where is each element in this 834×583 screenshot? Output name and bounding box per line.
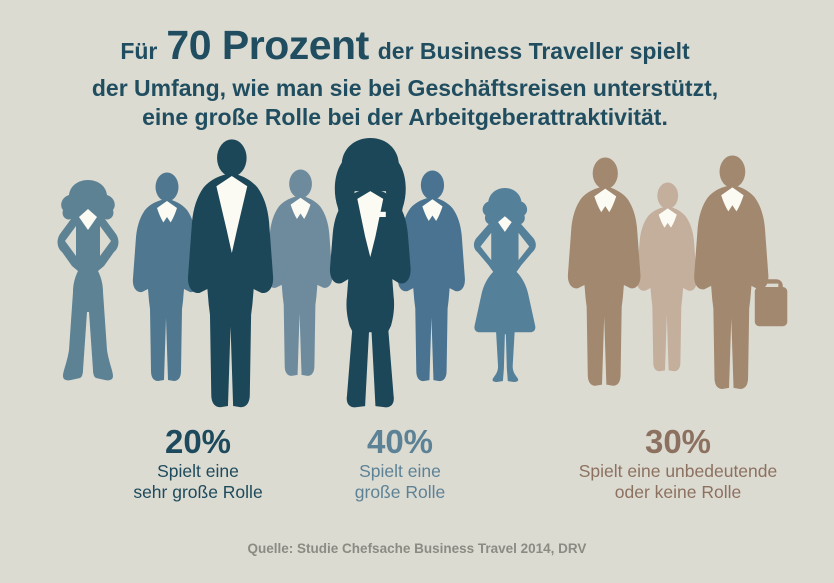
headline-suffix: der Business Traveller spielt [377, 38, 690, 64]
people-silhouettes-illustration [57, 138, 788, 408]
headline-highlight-70-prozent: 70 Prozent [166, 22, 369, 68]
stat-20-percent: 20% Spielt eine sehr große Rolle [108, 423, 288, 503]
headline-line3: eine große Rolle bei der Arbeitgeberattr… [142, 104, 668, 130]
source-line: Quelle: Studie Chefsache Business Travel… [247, 541, 587, 556]
stat-label-line2: sehr große Rolle [133, 482, 263, 502]
stat-label-line1: Spielt eine unbedeutende [578, 461, 778, 481]
stat-label-line2: oder keine Rolle [614, 482, 742, 502]
stat-value: 40% [366, 423, 434, 460]
headline: Für 70 Prozent der Business Traveller spie… [0, 22, 810, 132]
silhouette-businessman-brown-briefcase [694, 155, 788, 389]
silhouette-businesswoman-skirt [473, 188, 536, 383]
stat-40-percent: 40% Spielt eine große Rolle [310, 423, 490, 503]
silhouette-businesswoman-curly-hair [57, 180, 119, 381]
silhouette-businessman-tie-2 [266, 169, 333, 376]
stat-value: 30% [644, 423, 712, 460]
stat-label-line2: große Rolle [354, 482, 446, 502]
silhouette-businessman-brown-1 [567, 157, 641, 386]
stat-label-line1: Spielt eine [157, 461, 239, 481]
headline-line2: der Umfang, wie man sie bei Geschäftsrei… [91, 75, 719, 101]
headline-line1: Für 70 Prozent der Business Traveller spie… [0, 22, 810, 74]
silhouette-businesswoman-dark-front [329, 138, 411, 408]
silhouette-businessman-dark-front [187, 139, 274, 408]
stat-label-line1: Spielt eine [359, 461, 441, 481]
stat-30-percent: 30% Spielt eine unbedeutende oder keine … [553, 423, 803, 503]
silhouette-businessman-brown-light [636, 182, 697, 372]
stat-value: 20% [164, 423, 232, 460]
headline-prefix: Für [120, 38, 158, 64]
